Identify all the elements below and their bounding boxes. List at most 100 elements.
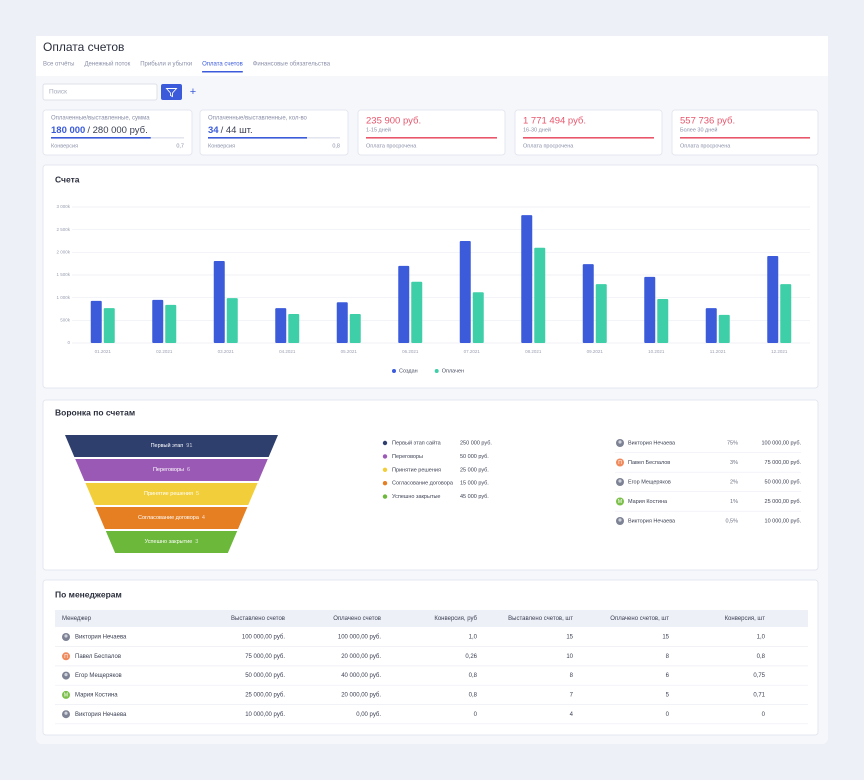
table-title: По менеджерам: [55, 589, 122, 599]
funnel-legend-marker: [382, 440, 388, 446]
table-cell: 0,71: [753, 692, 765, 698]
funnel-stage-count: 4: [202, 515, 205, 521]
manager-name: Егор Мещеряков: [628, 479, 671, 485]
bar: [226, 298, 238, 343]
manager-name: Павел Беспалов: [628, 460, 670, 466]
add-button[interactable]: +: [190, 86, 196, 98]
legend-marker: [392, 369, 396, 373]
funnel-legend-amount: 50 000 руб.: [460, 454, 489, 460]
table-cell: 6: [666, 673, 670, 679]
page-title: Оплата счетов: [43, 40, 124, 54]
funnel-stage-label: Принятие решения 5: [144, 491, 199, 497]
table-header-cell: Оплачено счетов: [333, 616, 381, 622]
tab[interactable]: Оплата счетов: [202, 62, 243, 68]
kpi-card: [671, 109, 819, 156]
avatar-head: [618, 518, 622, 522]
bar: [780, 284, 792, 343]
table-cell: 50 000,00 руб.: [245, 673, 285, 679]
search-input[interactable]: [42, 83, 158, 101]
table-cell: 10: [566, 654, 573, 660]
funnel-stage-count: 6: [187, 467, 190, 473]
chart-card: [42, 164, 819, 389]
table-cell: 0: [666, 712, 670, 718]
funnel-stage-label: Успешно закрытие 3: [145, 539, 199, 545]
manager-share: 75%: [727, 440, 738, 446]
kpi-card: [199, 109, 349, 156]
bar: [103, 308, 115, 343]
table-cell: Мария Костина: [75, 692, 118, 698]
x-tick-label: 12.2021: [771, 349, 788, 354]
kpi-footer: Оплата просрочена: [523, 143, 574, 149]
bar: [288, 313, 300, 343]
funnel-legend-marker: [382, 454, 388, 459]
table-cell: 0,00 руб.: [356, 712, 381, 718]
funnel-legend-amount: 15 000 руб.: [460, 481, 489, 487]
kpi-value: 1 771 494 руб.: [523, 116, 586, 127]
avatar-initial: М: [64, 693, 68, 699]
filter-icon: [165, 88, 178, 98]
table-cell: Павел Беспалов: [75, 654, 121, 660]
legend-label[interactable]: Оплачен: [442, 368, 464, 374]
bar: [213, 260, 225, 343]
x-tick-label: 03.2021: [218, 349, 235, 354]
bar: [152, 299, 164, 343]
bar: [336, 302, 348, 343]
funnel-legend-amount: 250 000 руб.: [460, 440, 492, 446]
funnel-stage: [85, 483, 258, 505]
funnel-stage-name: Переговоры: [153, 467, 184, 473]
filter-button[interactable]: [161, 84, 182, 100]
funnel-stage: [65, 435, 278, 457]
tab[interactable]: Прибыли и убытки: [140, 62, 192, 68]
funnel-stage: [75, 459, 268, 481]
kpi-value: 34: [208, 125, 219, 136]
kpi-card: [357, 109, 506, 156]
legend-marker: [434, 369, 439, 373]
funnel-title: Воронка по счетам: [55, 407, 135, 417]
manager-amount: 25 000,00 руб.: [765, 499, 802, 505]
avatar-head: [618, 440, 622, 444]
avatar-head: [64, 634, 68, 638]
kpi-label: 16-30 дней: [523, 126, 551, 133]
bar: [411, 281, 423, 343]
avatar: [62, 690, 70, 699]
progress-fill: [366, 137, 497, 139]
funnel-stage: [105, 531, 238, 553]
table-cell: 100 000,00 руб.: [338, 635, 381, 641]
avatar-initial: П: [618, 460, 622, 466]
kpi-value: 180 000: [51, 125, 85, 136]
funnel-legend-label: Успешно закрытые: [392, 494, 440, 500]
funnel-stage-count: 3: [195, 539, 198, 545]
table-cell: 25 000,00 руб.: [245, 692, 285, 698]
avatar-initial: М: [618, 499, 622, 505]
bar: [705, 308, 717, 343]
table-cell: 15: [566, 635, 573, 641]
table-cell: 0,8: [757, 654, 766, 660]
table-cell: 75 000,00 руб.: [245, 654, 285, 660]
x-tick-label: 01.2021: [95, 349, 112, 354]
x-tick-label: 02.2021: [156, 349, 173, 354]
kpi-footer-value: 0,8: [332, 143, 340, 149]
table-header-cell: Выставлено счетов: [231, 616, 285, 622]
chart-title: Счета: [55, 174, 80, 184]
funnel-legend-label: Переговоры: [392, 454, 423, 460]
kpi-footer: Конверсия: [51, 143, 78, 149]
bar: [349, 313, 361, 343]
avatar: [616, 458, 624, 467]
table-cell: Виктория Нечаева: [75, 635, 127, 641]
funnel-legend-amount: 25 000 руб.: [460, 467, 489, 473]
x-tick-label: 09.2021: [587, 349, 604, 354]
avatar-head: [618, 479, 622, 483]
bar: [644, 276, 656, 343]
kpi-total: / 44 шт.: [221, 125, 253, 136]
kpi-value: 557 736 руб.: [680, 116, 735, 127]
bar: [595, 284, 607, 343]
kpi-value-line: 34/ 44 шт.: [208, 125, 253, 136]
bar: [767, 255, 779, 343]
table-cell: 0: [762, 712, 766, 718]
progress-fill: [523, 137, 654, 139]
tab[interactable]: Финансовые обязательства: [253, 62, 331, 68]
manager-amount: 75 000,00 руб.: [765, 460, 802, 466]
tab[interactable]: Все отчёты: [43, 62, 74, 68]
legend-label[interactable]: Создан: [399, 368, 418, 374]
tab[interactable]: Денежный поток: [84, 61, 130, 68]
